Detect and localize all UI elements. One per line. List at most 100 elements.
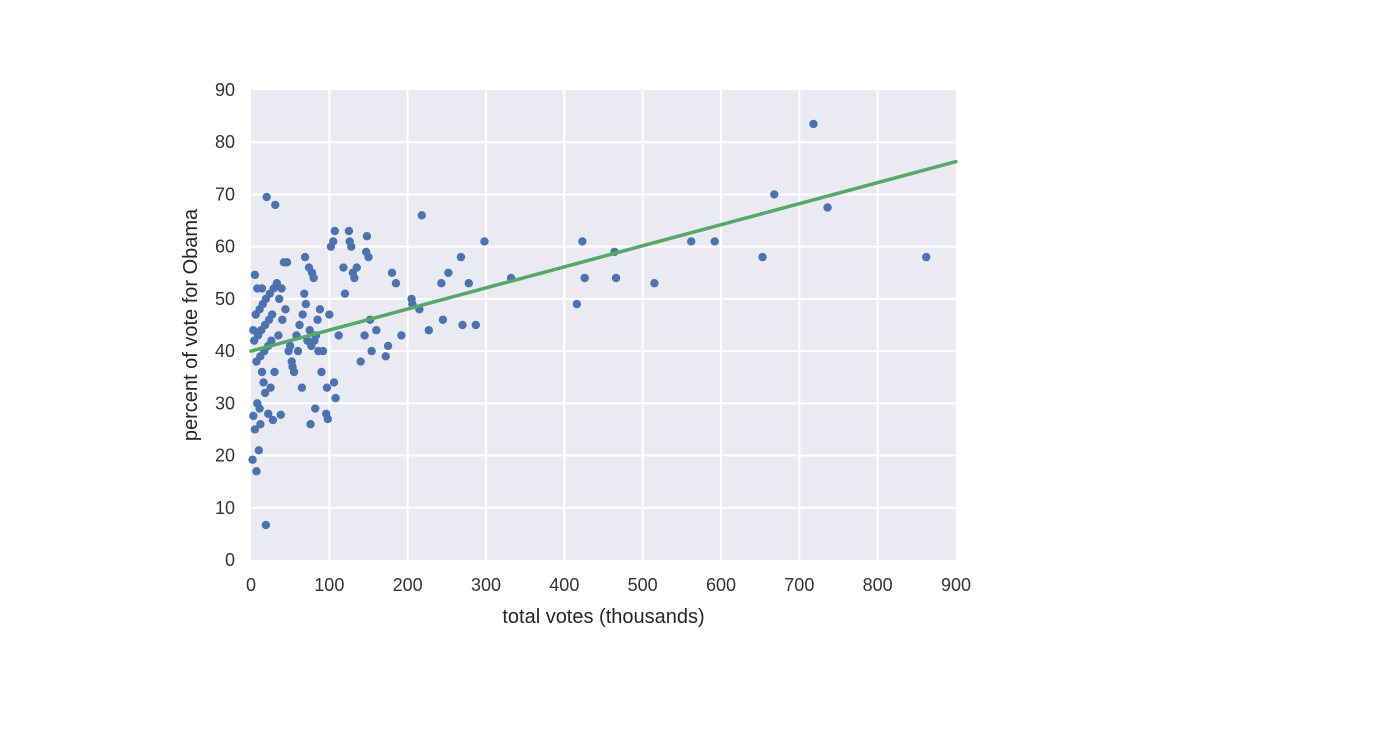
scatter-point (267, 310, 277, 319)
scatter-point (362, 232, 372, 241)
scatter-point (268, 415, 278, 425)
scatter-point (650, 279, 659, 288)
y-tick-label: 60 (215, 237, 235, 257)
scatter-point (687, 237, 696, 246)
scatter-point (261, 520, 271, 530)
scatter-point (331, 393, 340, 403)
scatter-point (360, 331, 369, 340)
scatter-point (334, 331, 343, 340)
x-tick-label: 200 (393, 575, 423, 595)
scatter-point (306, 420, 315, 429)
y-tick-label: 80 (215, 132, 235, 152)
scatter-point (391, 279, 401, 288)
scatter-point (255, 404, 264, 413)
scatter-point (329, 378, 339, 387)
scatter-point (580, 273, 589, 283)
scatter-point (257, 367, 267, 377)
scatter-point (257, 284, 267, 293)
scatter-point (275, 294, 284, 304)
x-tick-label: 900 (941, 575, 971, 595)
scatter-point (383, 341, 393, 351)
scatter-point (270, 367, 279, 377)
scatter-point (262, 192, 271, 202)
scatter-point (350, 273, 359, 283)
y-tick-label: 0 (225, 550, 235, 570)
x-tick-labels: 0 100 200 300 400 500 600 700 800 900 (246, 575, 971, 595)
scatter-point (611, 273, 621, 283)
scatter-point (301, 299, 311, 309)
y-tick-label: 40 (215, 341, 235, 361)
scatter-point (352, 263, 361, 272)
y-tick-label: 20 (215, 446, 235, 466)
scatter-point (315, 305, 325, 314)
x-tick-label: 100 (314, 575, 344, 595)
x-tick-label: 300 (471, 575, 501, 595)
scatter-point (471, 320, 481, 330)
scatter-point (710, 237, 719, 246)
scatter-point (278, 315, 287, 324)
scatter-point (578, 237, 587, 246)
scatter-point (330, 226, 340, 236)
scatter-point (313, 315, 322, 324)
scatter-point (274, 331, 283, 340)
x-tick-label: 0 (246, 575, 256, 595)
scatter-point (458, 320, 467, 330)
scatter-point (397, 331, 406, 340)
scatter-point (340, 289, 350, 298)
x-axis-label: total votes (thousands) (502, 606, 704, 628)
scatter-point (300, 289, 309, 298)
scatter-point (480, 237, 489, 246)
scatter-point (310, 336, 319, 345)
scatter-point (372, 326, 381, 335)
scatter-point (437, 279, 446, 288)
scatter-point (260, 388, 270, 398)
scatter-point (271, 200, 280, 210)
y-tick-labels: 0 10 20 30 40 50 60 70 80 90 (215, 80, 235, 570)
scatter-point (381, 352, 390, 361)
scatter-point (249, 326, 258, 335)
scatter-point (264, 409, 273, 418)
scatter-point (300, 252, 310, 262)
y-tick-label: 70 (215, 184, 235, 204)
scatter-point (259, 378, 268, 387)
scatter-point (295, 320, 304, 330)
scatter-point (305, 326, 314, 335)
scatter-point (318, 346, 328, 356)
scatter-point (424, 326, 434, 335)
scatter-point (438, 315, 448, 324)
scatter-point (311, 404, 320, 413)
scatter-point (329, 237, 338, 246)
scatter-point (249, 411, 258, 421)
scatter-point (323, 414, 332, 424)
scatter-point (250, 270, 260, 280)
plot-area (251, 90, 956, 560)
y-tick-label: 50 (215, 289, 235, 309)
scatter-point (304, 263, 314, 272)
scatter-point (277, 284, 286, 293)
scatter-point (288, 362, 297, 371)
scatter-point (922, 252, 931, 262)
scatter-point (456, 252, 466, 262)
scatter-point (297, 383, 307, 392)
scatter-point (367, 346, 376, 356)
y-tick-label: 30 (215, 393, 235, 413)
scatter-point (356, 357, 365, 366)
scatter-point (250, 425, 260, 434)
scatter-point (317, 367, 326, 377)
scatter-point (387, 268, 397, 277)
scatter-point (252, 467, 261, 476)
scatter-point (364, 252, 373, 262)
scatter-point (417, 211, 426, 220)
scatter-point (758, 252, 767, 262)
scatter-point (267, 336, 276, 345)
scatter-point (266, 383, 275, 392)
scatter-point (256, 420, 265, 429)
x-tick-label: 400 (549, 575, 579, 595)
y-tick-label: 90 (215, 80, 235, 100)
scatter-point (809, 119, 818, 129)
scatter-point (293, 346, 303, 356)
scatter-point (464, 279, 473, 288)
scatter-point (823, 203, 832, 212)
scatter-point (344, 226, 354, 236)
scatter-point (572, 299, 582, 309)
